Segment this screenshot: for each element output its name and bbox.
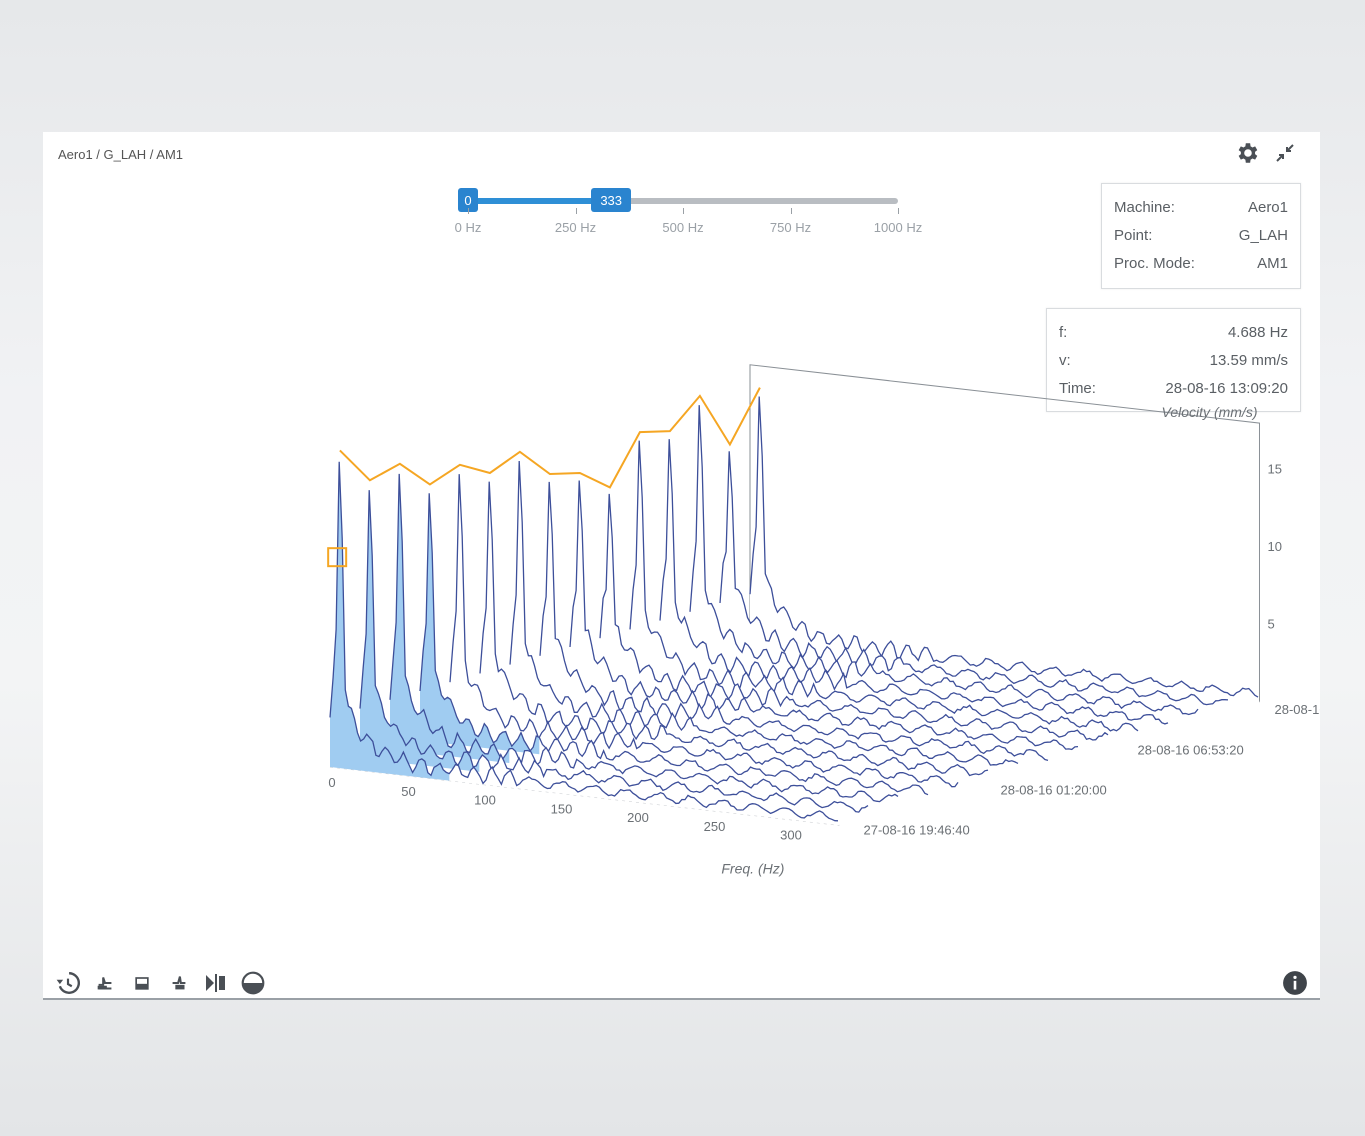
proc-mode-label: Proc. Mode: <box>1114 255 1195 272</box>
spectrum-icon[interactable] <box>129 970 155 996</box>
waterfall-panel: Aero1 / G_LAH / AM1 0 333 0 Hz 250 Hz 500 … <box>43 132 1320 1000</box>
waterfall-chart[interactable]: 0 50 100 150 200 250 300 Freq. (Hz) 5 10 15 Velocit… <box>43 132 1320 952</box>
slider-min-handle[interactable]: 0 <box>458 188 478 212</box>
half-circle-icon[interactable] <box>240 970 266 996</box>
frequency-value: 4.688 Hz <box>1227 324 1288 341</box>
slider-tick-label: 750 Hz <box>769 220 812 235</box>
spectrum-series-line <box>659 439 1169 725</box>
z-tick-label: 28-08-16 12:26:40 <box>1274 702 1320 717</box>
time-label: Time: <box>1059 380 1096 397</box>
x-tick-label: 100 <box>474 793 496 808</box>
y-tick-label: 15 <box>1267 462 1281 477</box>
point-value: G_LAH <box>1238 227 1288 244</box>
spectrum-series-line <box>599 493 1109 741</box>
spectrum-series-line <box>629 440 1139 732</box>
slider-tick <box>898 208 899 214</box>
spectrum-series-line <box>689 405 1199 716</box>
slider-tick <box>683 208 684 214</box>
series-fill <box>330 461 450 781</box>
machine-value: Aero1 <box>1247 199 1288 216</box>
x-tick-label: 300 <box>780 828 802 843</box>
slider-tick <box>575 208 577 214</box>
spectrum-series-line <box>449 474 959 788</box>
frequency-range-slider[interactable]: 0 333 0 Hz 250 Hz 500 Hz 750 Hz 1000 Hz <box>448 186 928 246</box>
point-label: Point: <box>1114 227 1153 244</box>
slider-tick-label: 0 Hz <box>454 220 482 235</box>
spectrum-series-line <box>419 493 929 796</box>
velocity-value: 13.59 mm/s <box>1209 352 1288 369</box>
breadcrumb: Aero1 / G_LAH / AM1 <box>58 147 184 162</box>
peak-envelope-line <box>339 387 761 489</box>
gear-icon[interactable] <box>1234 140 1260 166</box>
time-value: 28-08-16 13:09:20 <box>1165 380 1288 397</box>
machine-info-box: Machine: Aero1 Point: G_LAH Proc. Mode: AM1 <box>1101 183 1301 289</box>
x-tick-label: 50 <box>401 784 415 799</box>
frequency-label: f: <box>1059 324 1068 341</box>
slider-tick-label: 1000 Hz <box>873 220 923 235</box>
x-tick-label: 0 <box>328 775 335 790</box>
proc-mode-value: AM1 <box>1257 255 1288 272</box>
spectrum-series-line <box>479 481 989 777</box>
back-wall <box>749 364 1260 703</box>
z-tick-label: 28-08-16 06:53:20 <box>1137 742 1243 757</box>
waterfall-icon[interactable] <box>92 970 118 996</box>
x-tick-label: 250 <box>704 819 726 834</box>
history-icon[interactable] <box>55 970 81 996</box>
spectrum-series-line <box>329 461 839 822</box>
spectrum-series-line <box>389 473 899 803</box>
spectrum-series-line <box>509 460 1019 766</box>
collapse-icon[interactable] <box>1272 140 1298 166</box>
slider-tick-label: 250 Hz <box>554 220 597 235</box>
series-fill <box>420 493 540 755</box>
spectrum-series-line <box>749 396 1259 698</box>
slider-tick-label: 500 Hz <box>662 220 704 235</box>
y-axis-title: Velocity (mm/s) <box>1162 404 1258 420</box>
x-tick-label: 150 <box>551 801 573 816</box>
cursor-info-box: f: 4.688 Hz v: 13.59 mm/s Time: 28-08-16 13… <box>1046 308 1301 412</box>
slider-fill <box>468 198 612 204</box>
x-tick-label: 200 <box>627 810 649 825</box>
x-axis-title: Freq. (Hz) <box>721 860 784 876</box>
slider-tick <box>468 208 469 214</box>
machine-label: Machine: <box>1114 199 1175 216</box>
spectrum-series-line <box>359 490 869 813</box>
z-tick-label: 27-08-16 19:46:40 <box>863 823 969 838</box>
slider-tick <box>790 208 792 214</box>
series-fill <box>390 473 510 764</box>
z-tick-label: 28-08-16 01:20:00 <box>1000 782 1106 797</box>
mirror-icon[interactable] <box>203 970 229 996</box>
y-tick-label: 5 <box>1267 617 1274 632</box>
info-icon[interactable] <box>1282 970 1308 996</box>
spectrum-series-line <box>719 451 1229 706</box>
velocity-label: v: <box>1059 352 1071 369</box>
spectrum-series-line <box>539 481 1049 762</box>
y-tick-label: 10 <box>1267 539 1281 554</box>
slider-track[interactable] <box>468 198 898 204</box>
cascade-icon[interactable] <box>166 970 192 996</box>
slider-max-handle[interactable]: 333 <box>591 188 632 212</box>
cursor-marker <box>327 547 348 568</box>
spectrum-series-line <box>569 480 1079 751</box>
